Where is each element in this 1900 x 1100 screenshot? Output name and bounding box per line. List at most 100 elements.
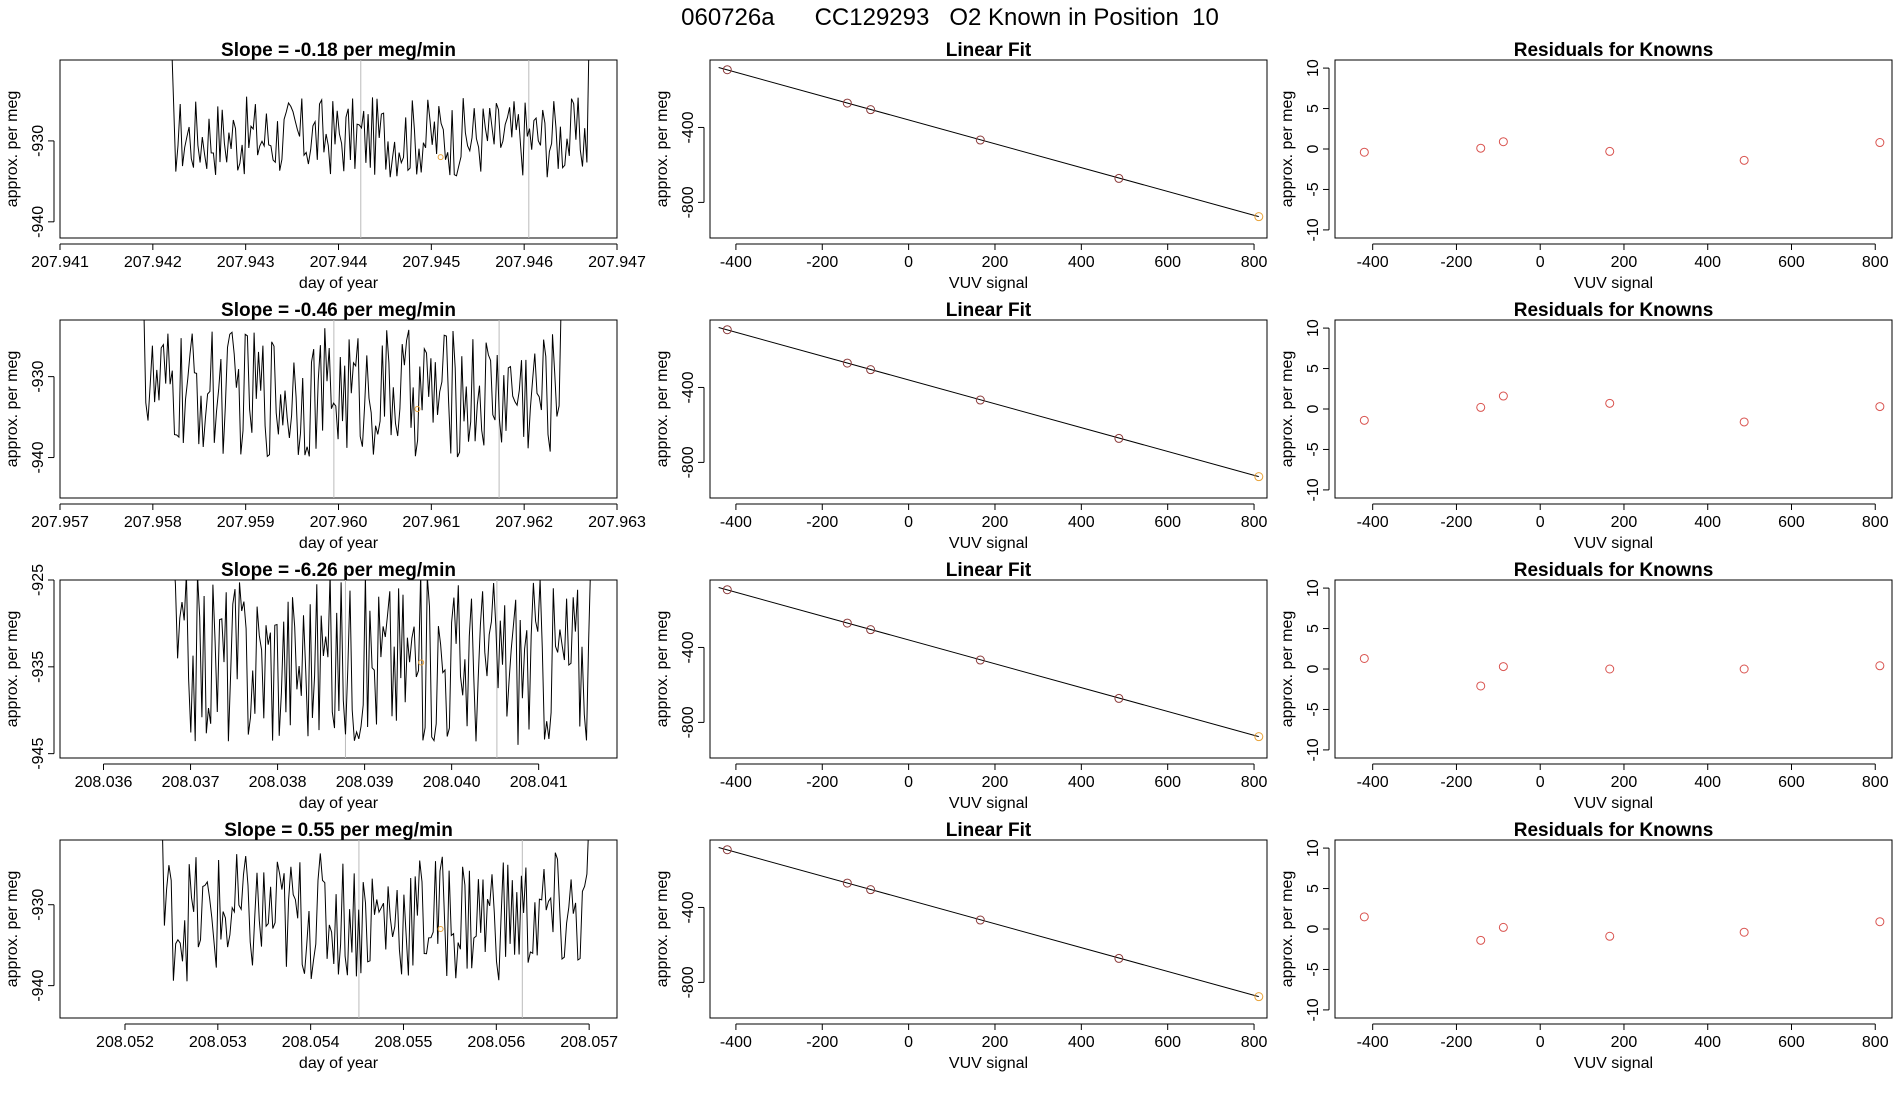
x-tick-label: 800 [1862,1034,1889,1051]
plot-area [174,580,591,758]
panel-residuals-row-3: Residuals for Knowns -400 -200 0 200 400 600 80… [1279,560,1893,812]
x-tick-label: 207.947 [588,254,646,271]
fit-point [1114,953,1124,963]
plot-area [1359,912,1885,945]
time-series-trace [171,60,590,178]
x-tick-label: 208.037 [162,774,220,791]
x-tick-label: 207.958 [124,514,182,531]
x-tick-label: 208.055 [375,1034,433,1051]
x-tick-label: 600 [1154,514,1181,531]
x-tick-label: 0 [904,514,913,531]
x-tick-label: 208.038 [249,774,307,791]
plot-frame [709,579,1268,759]
x-axis-label: VUV signal [949,535,1028,552]
x-tick-label: 208.054 [282,1034,340,1051]
panel-title: Residuals for Knowns [1514,560,1714,581]
y-axis-label: approx. per meg [1279,871,1296,988]
x-axis-label: VUV signal [1574,795,1653,812]
fit-point [1114,433,1124,443]
plot-area [1359,137,1885,165]
plot-frame [1334,319,1893,499]
y-tick-label: -5 [1305,442,1322,456]
y-axis-label: approx. per meg [654,871,671,988]
panel-timeseries-row-1: Slope = -0.18 per meg/min 207.941 207.942 2… [4,40,646,292]
panel-residuals-row-4: Residuals for Knowns -400 -200 0 200 400 600 80… [1279,820,1893,1072]
x-tick-label: 800 [1241,774,1268,791]
time-series-trace [143,320,562,458]
residual-point [1605,664,1615,674]
y-tick-label: -5 [1305,182,1322,196]
residual-point [1476,143,1486,153]
fit-line [718,67,1259,218]
fit-point [866,105,876,115]
fit-point [842,618,852,628]
plot-area [718,65,1264,222]
y-tick-label: -800 [680,706,697,738]
panel-title: Slope = 0.55 per meg/min [224,820,453,841]
panel-residuals-row-2: Residuals for Knowns -400 -200 0 200 400 600 80… [1279,300,1893,552]
x-tick-label: 208.036 [75,774,133,791]
y-tick-label: -400 [680,891,697,923]
panel-linear-fit-row-2: Linear Fit -400 -200 0 200 400 600 800 -800 -400 V… [654,300,1268,552]
y-tick-label: 0 [1305,664,1322,673]
panel-title: Linear Fit [946,40,1032,61]
x-tick-label: 0 [1536,254,1545,271]
x-tick-label: 600 [1778,254,1805,271]
fit-point [866,365,876,375]
y-tick-label: 0 [1305,924,1322,933]
x-tick-label: -400 [720,1034,752,1051]
y-tick-label: -400 [680,371,697,403]
x-tick-label: 207.945 [402,254,460,271]
x-tick-label: 207.962 [495,514,553,531]
panel-timeseries-row-2: Slope = -0.46 per meg/min 207.957 207.958 2… [4,300,646,552]
x-tick-label: 400 [1068,1034,1095,1051]
plot-frame [59,839,618,1019]
x-tick-label: -200 [1440,514,1472,531]
plot-frame [709,319,1268,499]
y-tick-label: -800 [680,446,697,478]
x-axis-label: day of year [299,1055,379,1072]
x-axis-label: VUV signal [949,275,1028,292]
fit-point [975,915,985,925]
x-tick-label: -200 [806,254,838,271]
panel-title: Slope = -0.18 per meg/min [221,40,456,61]
x-tick-label: 600 [1778,774,1805,791]
x-tick-label: 208.056 [467,1034,525,1051]
y-tick-label: -400 [680,631,697,663]
panel-linear-fit-row-3: Linear Fit -400 -200 0 200 400 600 800 -800 -400 V… [654,560,1268,812]
plot-frame [709,59,1268,239]
x-tick-label: 400 [1694,1034,1721,1051]
x-tick-label: -200 [806,774,838,791]
x-tick-label: 208.052 [96,1034,154,1051]
x-axis-label: VUV signal [1574,535,1653,552]
x-tick-label: 400 [1068,514,1095,531]
x-axis-label: day of year [299,795,379,812]
sample-marker [414,406,421,412]
y-tick-label: -930 [30,361,47,393]
plot-area [171,60,590,238]
fit-point [1254,992,1264,1002]
residual-point [1875,138,1885,148]
x-tick-label: 0 [1536,514,1545,531]
residual-point [1875,917,1885,927]
sample-marker [418,659,425,666]
residual-point [1739,417,1749,427]
x-tick-label: -200 [1440,254,1472,271]
x-tick-label: -400 [1357,1034,1389,1051]
plot-frame [1334,579,1893,759]
residual-point [1498,662,1508,672]
residual-point [1875,402,1885,412]
y-tick-label: 10 [1305,59,1322,77]
fit-point [975,135,985,145]
fit-point [975,655,985,665]
x-tick-label: 600 [1778,514,1805,531]
time-series-trace [174,580,591,745]
panel-title: Residuals for Knowns [1514,820,1714,841]
x-axis-label: VUV signal [1574,1055,1653,1072]
residual-point [1739,664,1749,674]
plot-area [1359,653,1885,691]
y-tick-label: 0 [1305,404,1322,413]
panel-title: Linear Fit [946,560,1032,581]
x-tick-label: 208.057 [560,1034,618,1051]
plot-area [1359,391,1885,427]
